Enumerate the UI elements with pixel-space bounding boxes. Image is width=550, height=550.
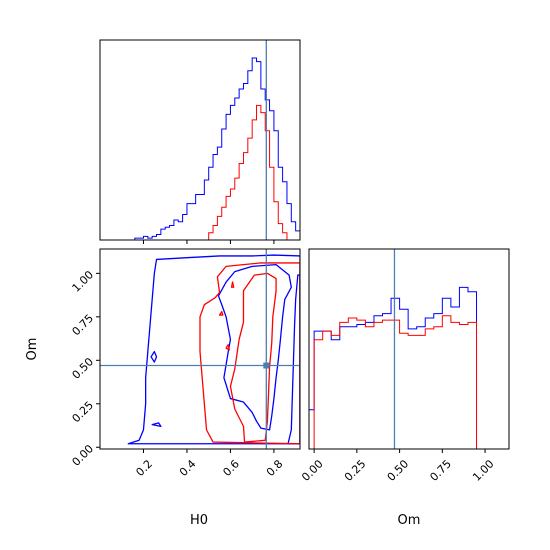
red-contour — [225, 344, 230, 351]
h0-marginal-panel — [99, 39, 301, 244]
red-h0-histogram — [100, 104, 300, 241]
red-om-histogram — [309, 315, 503, 450]
blue-h0-histogram — [100, 57, 300, 241]
red-contour — [230, 281, 235, 288]
h0-x-tick-label: 0.6 — [220, 457, 242, 479]
red-contour — [199, 262, 300, 445]
blue-contour — [127, 254, 300, 445]
red-contour — [218, 310, 224, 316]
om-y-tick-label: 0.25 — [70, 399, 97, 426]
joint-frame — [99, 248, 301, 450]
joint-plot-area — [100, 249, 300, 449]
joint-contour-panel: 0.2 0.4 0.6 0.8 0.00 0.25 0.50 0.75 1.00 — [70, 248, 301, 479]
x-axis-label-h0: H0 — [190, 513, 208, 528]
blue-contour — [217, 264, 292, 431]
om-x-tick-label: 1.00 — [470, 457, 497, 484]
red-contour — [229, 272, 277, 443]
h0-x-tick-label: 0.8 — [264, 457, 286, 479]
h0-x-tick-label: 0.4 — [177, 457, 199, 479]
x-axis-label-om: Om — [398, 513, 421, 528]
om-y-tick-label: 0.75 — [70, 312, 97, 339]
blue-om-histogram — [309, 286, 503, 450]
h0-marginal-frame — [99, 39, 301, 241]
om-y-tick-label: 0.50 — [70, 355, 97, 382]
om-x-tick-label: 0.75 — [427, 457, 454, 484]
om-x-tick-label: 0.50 — [385, 457, 412, 484]
om-marginal-panel: 0.00 0.25 0.50 0.75 1.00 — [299, 248, 510, 484]
y-axis-label-om: Om — [25, 338, 40, 361]
blue-contour — [287, 274, 300, 445]
om-marginal-frame — [308, 248, 510, 450]
blue-contour — [150, 350, 158, 363]
blue-contour — [151, 422, 162, 428]
om-x-tick-label: 0.00 — [299, 457, 326, 484]
om-y-tick-label: 0.00 — [70, 442, 97, 469]
h0-x-tick-label: 0.2 — [133, 457, 155, 479]
om-x-tick-label: 0.25 — [342, 457, 369, 484]
om-y-tick-label: 1.00 — [70, 268, 97, 295]
truth-marker — [263, 362, 270, 369]
